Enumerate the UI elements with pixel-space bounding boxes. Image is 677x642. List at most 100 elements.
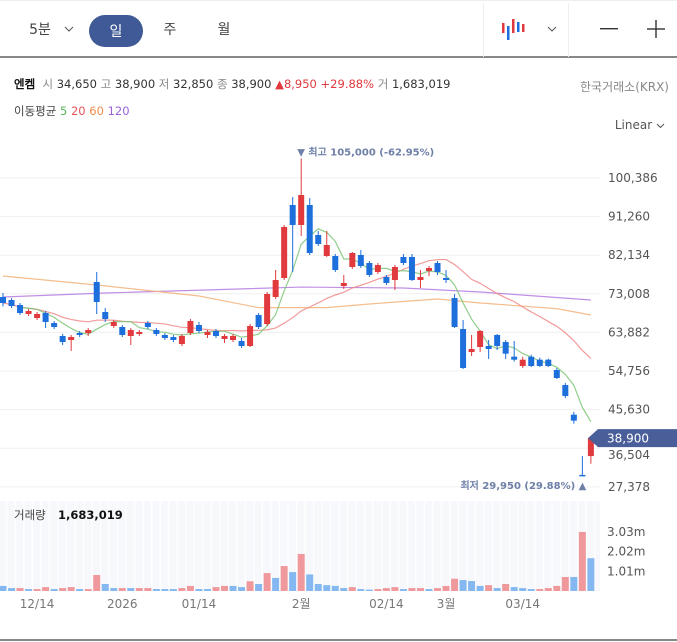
candle-body bbox=[477, 330, 484, 348]
candle-body bbox=[272, 280, 279, 298]
y-tick-label: 91,260 bbox=[608, 210, 650, 224]
price-change: ▲8,950 bbox=[275, 77, 317, 91]
candle-body bbox=[323, 245, 330, 256]
volume-tick-label: 1.01m bbox=[607, 564, 645, 578]
candle-body bbox=[110, 321, 117, 326]
last-price-tag bbox=[588, 429, 677, 448]
candle-body bbox=[170, 336, 177, 340]
volume-stripe bbox=[398, 501, 400, 591]
volume-stripe bbox=[6, 501, 8, 591]
volume-stripe bbox=[355, 501, 357, 591]
candle-body bbox=[85, 329, 92, 333]
chart-type-chevron-down-icon[interactable] bbox=[543, 1, 561, 57]
candle-body bbox=[161, 334, 168, 338]
volume-tick-label: 3.03m bbox=[607, 525, 645, 539]
volume-stripe bbox=[116, 501, 119, 591]
volume-stripe bbox=[466, 501, 468, 591]
candle-body bbox=[519, 359, 526, 366]
volume-stripe bbox=[202, 501, 204, 591]
candle-body bbox=[434, 262, 441, 273]
ma60-label: 60 bbox=[89, 104, 104, 118]
volume-bar bbox=[340, 588, 348, 591]
candle-body bbox=[17, 305, 24, 313]
candle-body bbox=[42, 312, 49, 322]
volume-bar bbox=[33, 589, 41, 591]
scale-mode-select[interactable]: Linear bbox=[615, 118, 665, 132]
volume-bar bbox=[135, 588, 143, 591]
volume-stripe bbox=[568, 501, 570, 591]
volume-bar bbox=[510, 587, 518, 591]
volume-stripe bbox=[219, 501, 221, 591]
candle-body bbox=[25, 310, 32, 315]
tab-month[interactable]: 월 bbox=[217, 22, 231, 38]
volume-stripe bbox=[474, 501, 476, 591]
candle-body bbox=[562, 385, 569, 396]
volume-bar bbox=[519, 588, 527, 591]
tab-week[interactable]: 주 bbox=[163, 22, 177, 38]
volume-stripe bbox=[551, 501, 553, 591]
candle-body bbox=[357, 255, 364, 267]
ma5-label: 5 bbox=[59, 104, 68, 118]
volume-value: 1,683,019 bbox=[58, 508, 123, 522]
candle-body bbox=[255, 315, 262, 328]
volume-stripe bbox=[525, 501, 528, 591]
volume-stripe bbox=[449, 501, 451, 591]
candle-body bbox=[204, 331, 211, 335]
candle-body bbox=[136, 331, 143, 334]
candlestick-icon[interactable] bbox=[495, 1, 531, 57]
volume-bar bbox=[16, 588, 24, 591]
tab-day[interactable]: 일 bbox=[89, 15, 143, 47]
volume-stripe bbox=[253, 501, 255, 591]
divider bbox=[0, 639, 677, 641]
volume-stripe bbox=[457, 501, 459, 591]
interval-select[interactable]: 5분 bbox=[29, 22, 51, 38]
high-price: 38,900 bbox=[114, 77, 156, 91]
volume-bar bbox=[255, 583, 263, 591]
volume-bar bbox=[374, 589, 382, 591]
volume-stripe bbox=[321, 501, 323, 591]
volume-bar bbox=[178, 588, 186, 591]
chevron-down-icon bbox=[656, 123, 665, 129]
candle-body bbox=[315, 235, 322, 244]
candle-body bbox=[528, 356, 535, 366]
ma-legend: 이동평균 5 20 60 120 bbox=[14, 104, 130, 118]
volume-bar bbox=[578, 531, 586, 591]
volume-bar bbox=[263, 573, 271, 591]
zoom-out-button[interactable] bbox=[594, 1, 624, 57]
volume-bar bbox=[203, 589, 211, 591]
ma20-line bbox=[2, 258, 592, 359]
candle-body bbox=[289, 205, 296, 225]
candle-body bbox=[68, 336, 75, 340]
volume-bar bbox=[101, 583, 109, 591]
ma60-line bbox=[2, 275, 591, 316]
volume-bar bbox=[195, 589, 203, 591]
price-change-pct: +29.88% bbox=[320, 77, 375, 91]
low-marker-label: 최저 29,950 (29.88%) ▲ bbox=[460, 479, 586, 492]
volume-stripe bbox=[338, 501, 340, 591]
x-tick-label: 3월 bbox=[437, 597, 456, 611]
candle-body bbox=[221, 335, 228, 339]
volume-stripe bbox=[491, 501, 494, 591]
candle-body bbox=[383, 277, 390, 283]
volume-stripe bbox=[372, 501, 374, 591]
candle-body bbox=[247, 325, 254, 346]
ma20-label: 20 bbox=[70, 104, 86, 118]
volume-stripe bbox=[304, 501, 306, 591]
volume-stripe bbox=[415, 501, 417, 591]
volume-stripe bbox=[517, 501, 519, 591]
volume-bar bbox=[161, 589, 169, 591]
open-price: 34,650 bbox=[56, 77, 97, 91]
volume-bar bbox=[67, 587, 75, 591]
low-price: 32,850 bbox=[173, 77, 214, 91]
volume-bar bbox=[280, 566, 288, 591]
chevron-down-icon[interactable] bbox=[60, 1, 78, 57]
ma120-line bbox=[2, 286, 591, 301]
candle-body bbox=[127, 329, 134, 336]
zoom-in-button[interactable] bbox=[641, 1, 671, 57]
volume-bar bbox=[144, 588, 152, 591]
candle-body bbox=[264, 294, 271, 324]
volume-bar bbox=[416, 588, 424, 591]
volume-bar bbox=[476, 585, 484, 591]
volume-bar bbox=[408, 588, 416, 591]
